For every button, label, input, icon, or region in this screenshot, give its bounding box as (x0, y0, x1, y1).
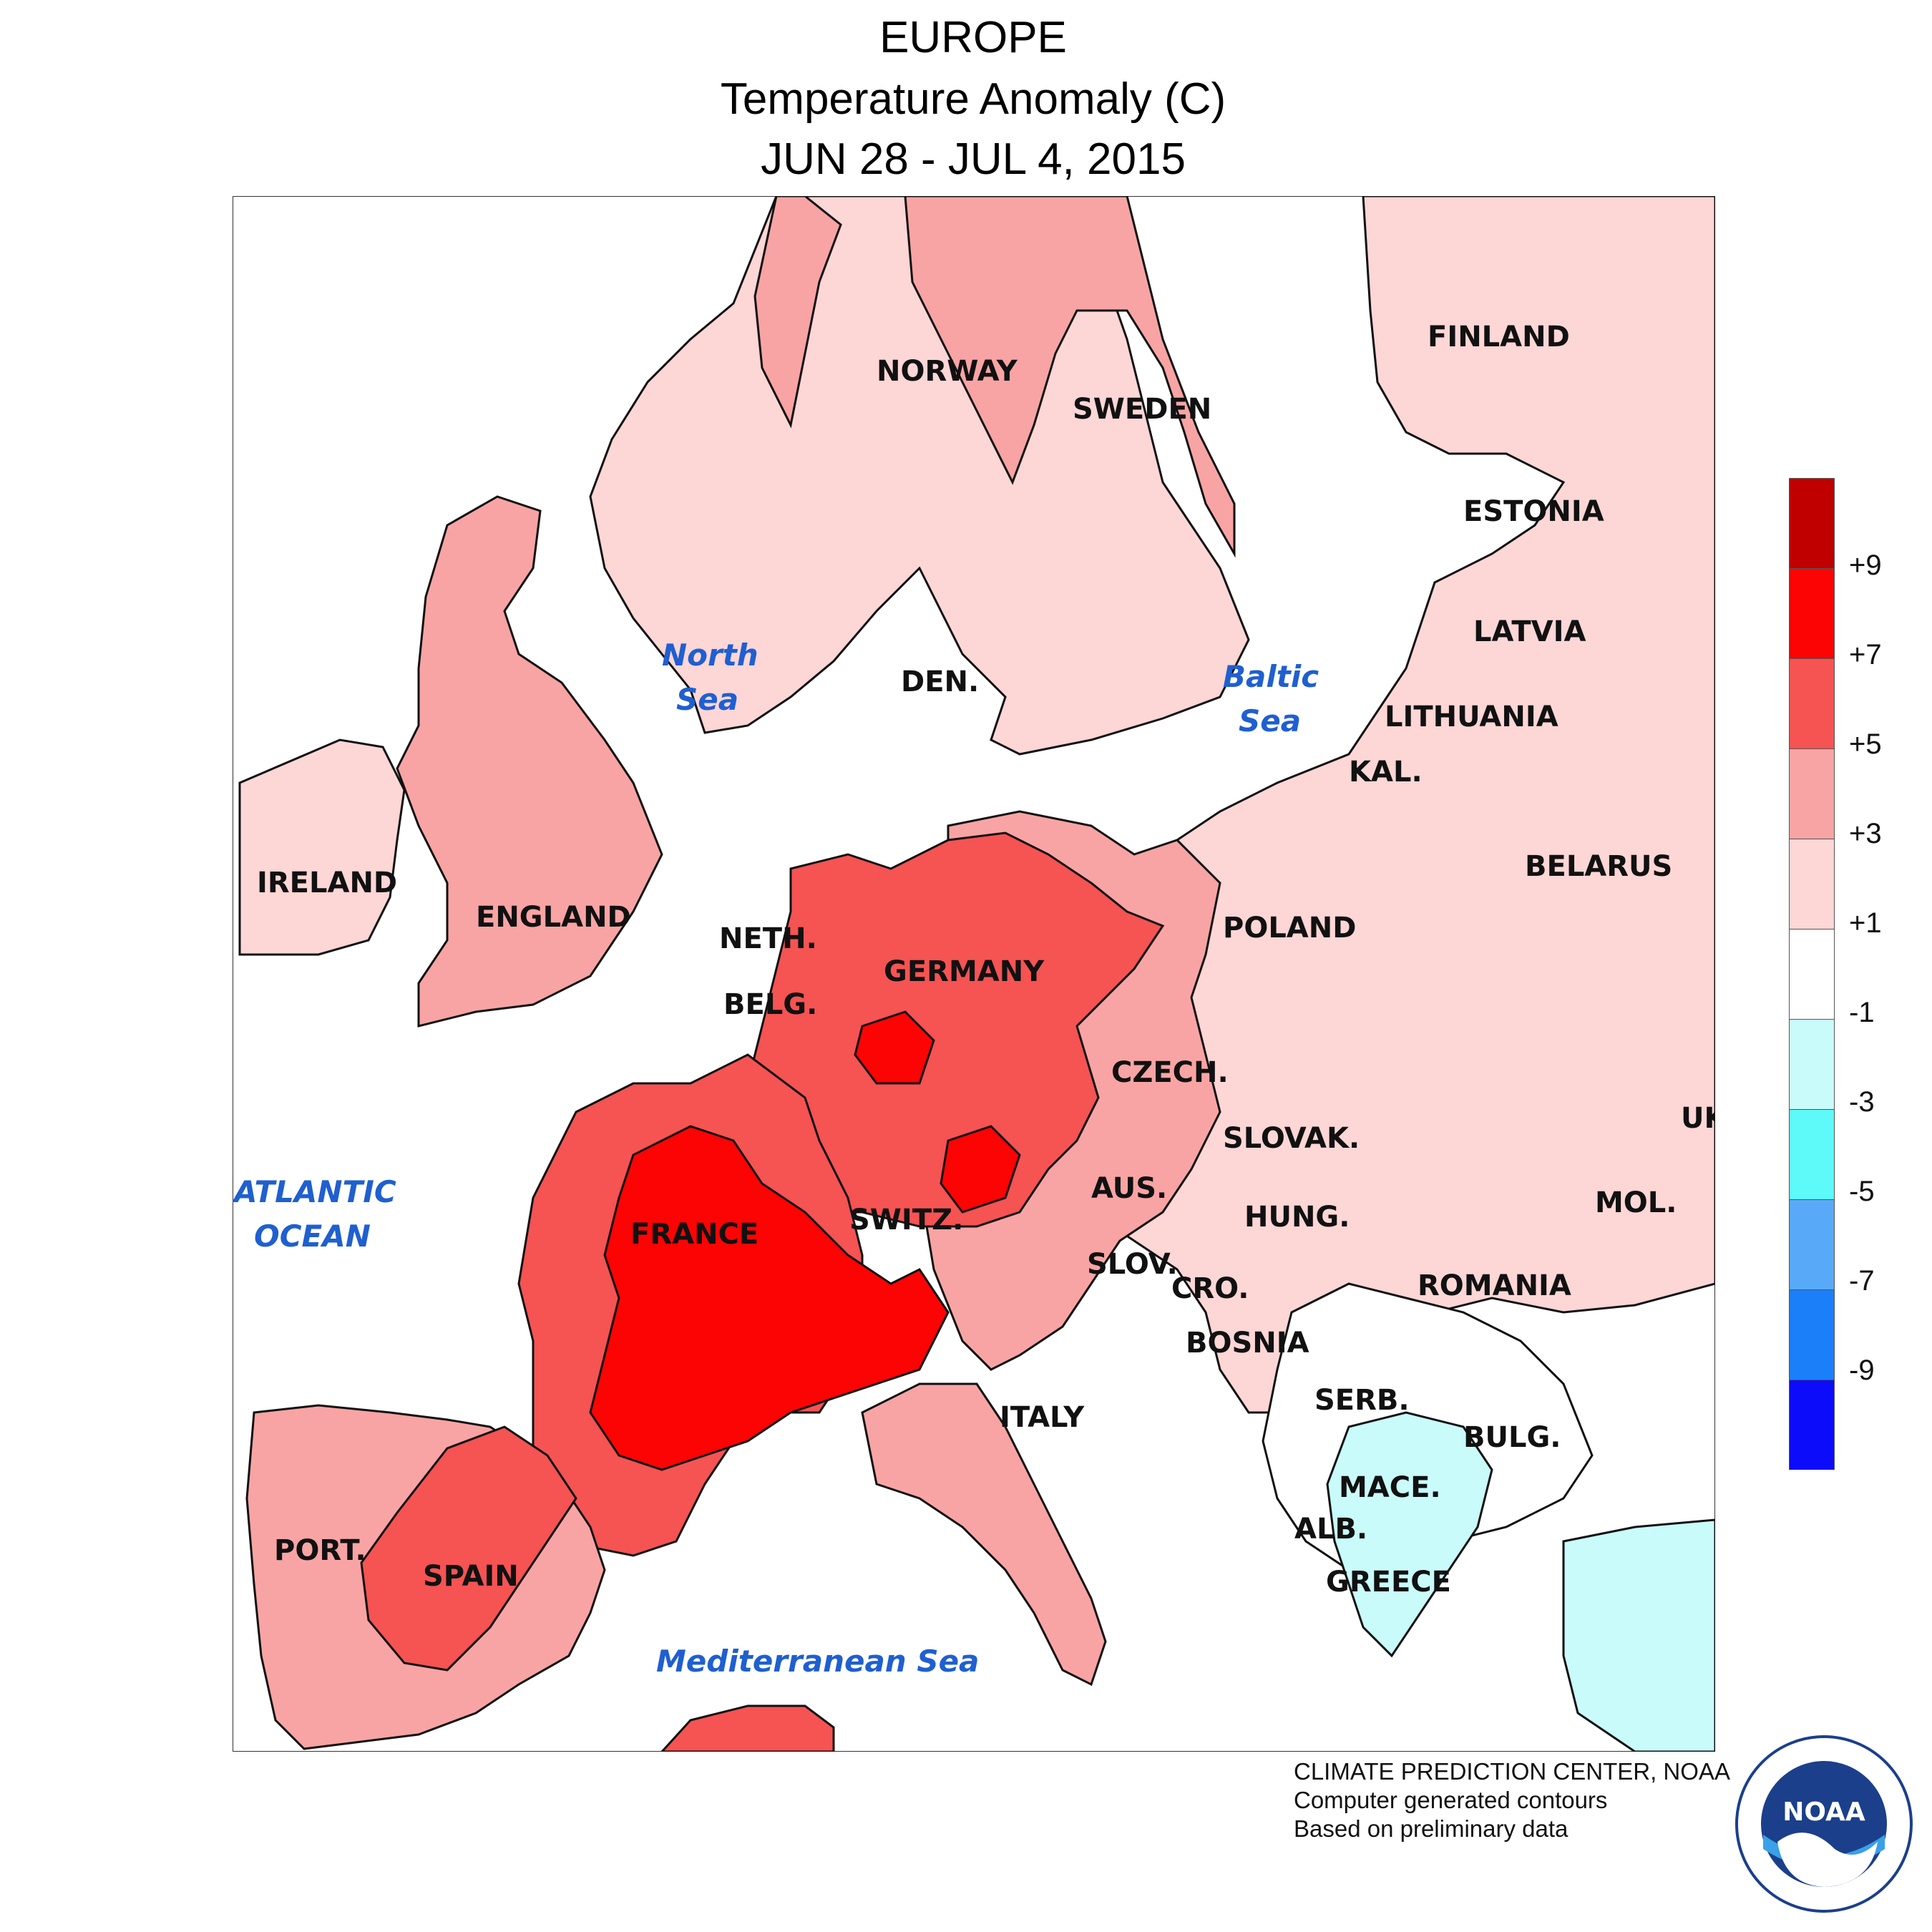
legend-swatch-minus9 (1789, 1380, 1835, 1470)
map-title: EUROPE (879, 13, 1067, 62)
label-kal: KAL. (1349, 756, 1423, 789)
label-germany: GERMANY (884, 955, 1045, 988)
label-ireland: IRELAND (257, 867, 397, 899)
label-norway: NORWAY (877, 355, 1018, 388)
north-africa-region (660, 1704, 835, 1752)
label-baltic-sea-1: Baltic (1223, 659, 1319, 694)
legend-swatch-minus3 (1789, 1109, 1835, 1199)
label-uk: UK (1681, 1102, 1715, 1135)
legend-tick: -1 (1849, 997, 1875, 1028)
label-cro: CRO. (1171, 1272, 1249, 1305)
anomaly-map: FINLAND NORWAY SWEDEN ESTONIA LATVIA LIT… (233, 196, 1715, 1752)
legend-swatch-plus9 (1789, 478, 1835, 568)
legend-tick: +1 (1849, 907, 1882, 939)
legend-swatch-plus3 (1789, 748, 1835, 839)
label-france: FRANCE (630, 1218, 758, 1251)
norway-coast-warm (753, 196, 842, 429)
label-mol: MOL. (1595, 1186, 1677, 1219)
norway-warm-band (904, 196, 1236, 558)
legend-tick: +7 (1849, 639, 1882, 670)
map-subtitle: Temperature Anomaly (C) (720, 74, 1226, 124)
spain-hot-region (360, 1425, 577, 1672)
label-italy: ITALY (1000, 1401, 1085, 1434)
credit-line-3: Based on preliminary data (1294, 1815, 1568, 1842)
label-port: PORT. (274, 1534, 366, 1567)
label-estonia: ESTONIA (1463, 495, 1604, 528)
label-bosnia: BOSNIA (1186, 1327, 1309, 1360)
label-england: ENGLAND (476, 901, 631, 934)
label-sweden: SWEDEN (1073, 393, 1211, 426)
label-north-sea-1: North (662, 638, 758, 673)
label-bulg: BULG. (1463, 1421, 1561, 1454)
noaa-logo: NOAA (1735, 1735, 1913, 1913)
legend-tick: -9 (1849, 1355, 1875, 1386)
legend-swatch-minus7 (1789, 1289, 1835, 1380)
scandinavia-region (589, 196, 1250, 756)
label-mace: MACE. (1339, 1471, 1441, 1504)
legend-tick: +3 (1849, 818, 1882, 849)
label-lithuania: LITHUANIA (1385, 701, 1558, 733)
legend-swatch-plus1 (1789, 839, 1835, 929)
legend-swatch-minus5 (1789, 1199, 1835, 1289)
label-atlantic-1: ATLANTIC (233, 1174, 396, 1209)
label-czech: CZECH. (1111, 1056, 1229, 1089)
map-date-range: JUN 28 - JUL 4, 2015 (761, 135, 1186, 184)
legend-swatch-plus7 (1789, 568, 1835, 658)
france-hot-core (589, 1125, 950, 1471)
label-belarus: BELARUS (1525, 850, 1672, 883)
label-north-sea-2: Sea (676, 682, 738, 717)
label-mediterranean: Mediterranean Sea (656, 1644, 979, 1679)
sea-labels: North Sea Baltic Sea ATLANTIC OCEAN Medi… (233, 638, 1319, 1679)
label-den: DEN. (901, 665, 979, 698)
label-romania: ROMANIA (1418, 1269, 1571, 1302)
label-atlantic-2: OCEAN (254, 1219, 371, 1254)
label-spain: SPAIN (423, 1560, 519, 1593)
britain-region (396, 495, 663, 1028)
label-slov: SLOV. (1087, 1248, 1178, 1281)
legend-tick: -7 (1849, 1265, 1875, 1297)
greece-cool-region (1326, 1411, 1493, 1658)
germany-hot-spot (854, 1010, 935, 1085)
legend-tick: -5 (1849, 1176, 1875, 1207)
label-slovak: SLOVAK. (1223, 1122, 1360, 1155)
label-finland: FINLAND (1428, 321, 1570, 353)
legend-tick: +9 (1849, 550, 1882, 581)
label-neth: NETH. (719, 922, 817, 955)
label-poland: POLAND (1223, 912, 1356, 945)
label-belg: BELG. (723, 988, 817, 1021)
color-legend: +9 +7 +5 +3 +1 -1 -3 -5 -7 -9 (1789, 478, 1882, 1470)
label-latvia: LATVIA (1473, 615, 1586, 648)
legend-swatch-minus1 (1789, 1019, 1835, 1109)
label-serb: SERB. (1314, 1384, 1410, 1417)
credit-line-2: Computer generated contours (1294, 1787, 1608, 1813)
legend-swatch-plus5 (1789, 658, 1835, 748)
ireland-region (238, 738, 406, 956)
turkey-cool-region (1562, 1518, 1715, 1752)
italy-region (861, 1382, 1107, 1687)
legend-tick: -3 (1849, 1086, 1875, 1118)
noaa-logo-text: NOAA (1782, 1797, 1865, 1827)
label-baltic-sea-2: Sea (1239, 703, 1301, 738)
land-shading (238, 196, 1715, 1752)
label-alb: ALB. (1294, 1513, 1367, 1546)
label-switz: SWITZ. (849, 1204, 963, 1236)
label-aus: AUS. (1091, 1172, 1167, 1205)
label-greece: GREECE (1326, 1566, 1451, 1599)
credits-block: CLIMATE PREDICTION CENTER, NOAA Computer… (1294, 1757, 1730, 1843)
legend-swatch-neutral (1789, 929, 1835, 1019)
credit-line-1: CLIMATE PREDICTION CENTER, NOAA (1294, 1758, 1730, 1785)
legend-tick: +5 (1849, 728, 1882, 760)
label-hung: HUNG. (1244, 1201, 1350, 1234)
country-labels: FINLAND NORWAY SWEDEN ESTONIA LATVIA LIT… (257, 321, 1715, 1599)
switz-hot-spot (940, 1125, 1021, 1214)
